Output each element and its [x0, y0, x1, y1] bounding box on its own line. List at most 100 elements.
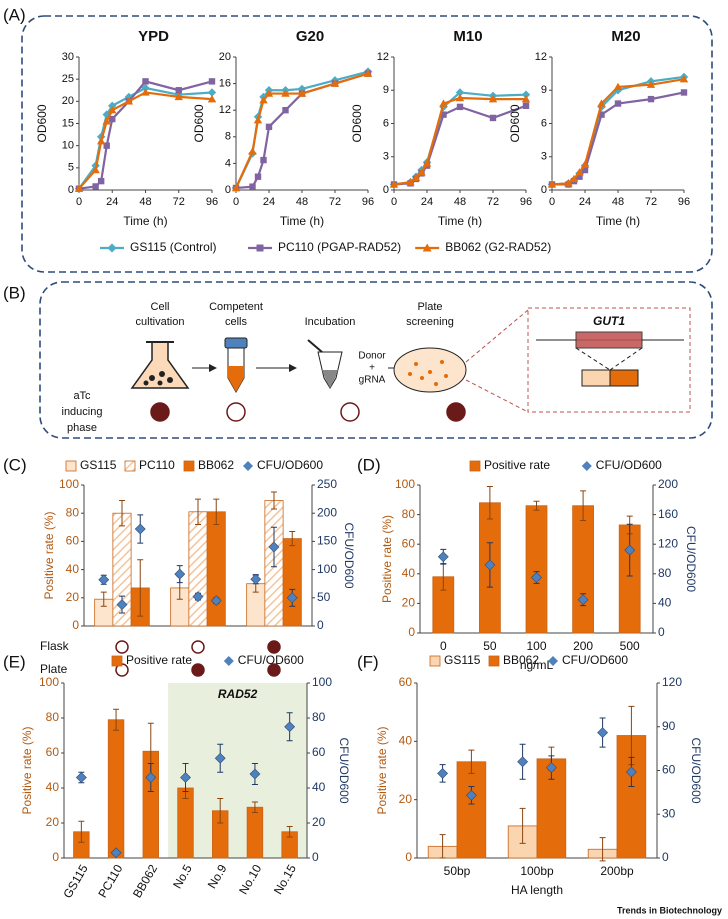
x-tick-label: 48 [296, 196, 308, 208]
y-tick-label: 16 [219, 78, 231, 90]
marker [92, 183, 99, 190]
y-tick-label: 20 [219, 51, 231, 63]
y-tick-label: 0 [52, 850, 59, 864]
diagram: GUT1 [130, 307, 691, 413]
step-label: Competent [209, 301, 263, 313]
condition-label: Flask [40, 639, 70, 653]
y-tick-label: 100 [59, 477, 79, 491]
x-tick-label: 72 [329, 196, 341, 208]
marker [207, 88, 217, 97]
legend-label: BB062 [503, 653, 539, 667]
bar [246, 806, 264, 859]
y-tick-label: 60 [66, 534, 80, 548]
error-bar [217, 798, 224, 824]
x-tick-label: 200 [573, 639, 593, 653]
x-tick-label: 200bp [600, 864, 634, 878]
y2-tick-label: 60 [662, 763, 676, 777]
y2-tick-label: 160 [658, 507, 678, 521]
marker [231, 183, 241, 192]
bar [282, 538, 302, 627]
condition-marker [191, 663, 205, 677]
legend-label: BB062 [198, 458, 234, 472]
legend-label: PC110 (PGAP-RAD52) [278, 240, 401, 254]
y-tick-label: 5 [68, 162, 74, 174]
donor-label: gRNA [359, 375, 386, 386]
y-tick-label: 80 [402, 507, 416, 521]
y-tick-label: 12 [219, 104, 231, 116]
y-tick-label: 100 [39, 675, 59, 689]
row-label: phase [67, 422, 97, 434]
marker [679, 74, 689, 83]
marker [75, 772, 87, 783]
marker [282, 107, 289, 114]
marker [680, 89, 688, 96]
marker [597, 99, 606, 107]
y2-tick-label: 60 [312, 745, 326, 759]
marker [569, 174, 579, 183]
marker [437, 767, 449, 779]
x-tick-label: 100bp [520, 864, 554, 878]
bar [572, 505, 594, 634]
y-tick-label: 40 [66, 562, 80, 576]
legend-marker [107, 243, 117, 253]
bar [456, 761, 487, 859]
y2-tick-label: 0 [662, 850, 669, 864]
y-axis-label: OD600 [508, 104, 522, 142]
legend-label: CFU/OD600 [238, 653, 304, 667]
x-tick-label: 0 [391, 196, 397, 208]
y-tick-label: 9 [541, 84, 547, 96]
legend-label: CFU/OD600 [562, 653, 628, 667]
x-tick-label: BB062 [130, 862, 160, 900]
marker [110, 847, 122, 859]
legend-swatch [124, 460, 136, 472]
panel-a-frame [21, 15, 713, 273]
y2-tick-label: 150 [317, 534, 337, 548]
panel-label: (C) [3, 455, 27, 474]
error-bar [519, 807, 526, 844]
series-line [551, 78, 685, 186]
tube-cap [224, 337, 248, 349]
x-tick-label: 24 [263, 196, 275, 208]
y2-axis-label: CFU/OD600 [684, 526, 698, 592]
condition-marker [191, 640, 205, 654]
panel-label: (F) [357, 652, 379, 671]
y-tick-label: 20 [66, 590, 80, 604]
panel-b-frame [39, 281, 713, 439]
x-tick-label: 50bp [444, 864, 471, 878]
marker [91, 165, 100, 174]
marker [575, 168, 584, 176]
panel-label: (E) [3, 652, 26, 671]
step-label: Plate [417, 301, 442, 313]
x-axis-label: HA length [511, 883, 563, 897]
y2-tick-label: 200 [317, 505, 337, 519]
legend-marker [581, 461, 592, 471]
marker [174, 92, 183, 101]
marker [175, 87, 182, 94]
y-axis-label: Positive rate (%) [20, 726, 34, 814]
condition-marker [267, 663, 281, 677]
marker [142, 78, 149, 85]
marker [297, 89, 307, 97]
x-tick-label: 100 [526, 639, 546, 653]
y-tick-label: 25 [62, 73, 74, 85]
legend-swatch [183, 460, 195, 472]
legend-label: CFU/OD600 [257, 458, 323, 472]
marker [281, 89, 290, 97]
step-label: Incubation [305, 316, 356, 328]
y-tick-label: 0 [72, 618, 79, 632]
legend-swatch [488, 655, 500, 667]
marker [141, 88, 150, 96]
step-label: cultivation [136, 316, 185, 328]
y2-tick-label: 30 [662, 806, 676, 820]
row-label: aTc [73, 390, 91, 402]
step-label: screening [406, 316, 454, 328]
x-tick-label: 24 [106, 196, 118, 208]
panel-label: (D) [357, 455, 381, 474]
error-bar [78, 820, 85, 843]
legend-marker [243, 461, 253, 471]
y2-tick-label: 100 [312, 675, 332, 689]
bar [188, 511, 208, 627]
y-tick-label: 0 [408, 625, 415, 639]
panel-label: (A) [3, 5, 26, 24]
marker [517, 756, 529, 768]
